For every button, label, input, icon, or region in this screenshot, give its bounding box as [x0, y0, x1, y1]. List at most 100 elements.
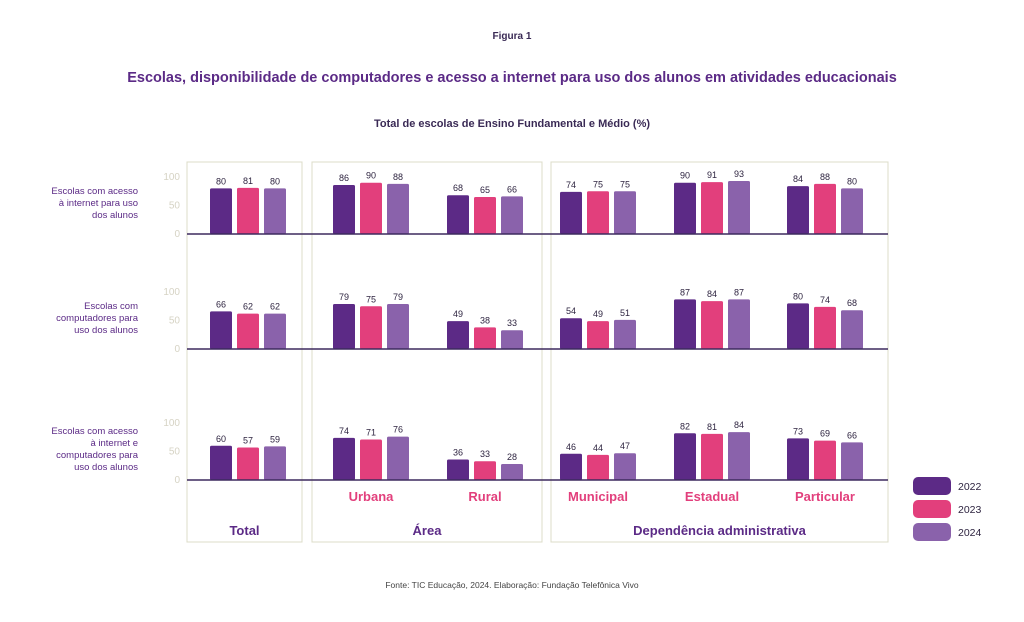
data-label: 54	[566, 306, 576, 316]
data-label: 91	[707, 170, 717, 180]
data-label: 59	[270, 434, 280, 444]
data-label: 90	[366, 171, 376, 181]
panel-frame	[311, 161, 543, 543]
bar	[587, 454, 609, 480]
bar	[474, 196, 496, 234]
data-label: 47	[620, 441, 630, 451]
data-label: 87	[680, 287, 690, 297]
data-label: 80	[847, 176, 857, 186]
figure-label: Figura 1	[492, 31, 532, 42]
row-label: computadores para	[56, 450, 139, 461]
bar	[560, 318, 582, 349]
bar	[264, 446, 286, 480]
chart-subtitle: Total de escolas de Ensino Fundamental e…	[373, 118, 651, 130]
bar	[501, 196, 523, 234]
legend-label: 2024	[958, 527, 982, 539]
data-label: 28	[507, 452, 517, 462]
bar	[674, 299, 696, 349]
legend-label: 2023	[958, 504, 982, 516]
data-label: 80	[793, 291, 803, 301]
y-tick-label: 100	[163, 172, 180, 183]
data-label: 88	[393, 172, 403, 182]
data-label: 80	[270, 176, 280, 186]
bar	[787, 186, 809, 234]
bar	[447, 195, 469, 234]
row-label: computadores para	[56, 313, 139, 324]
bar	[701, 433, 723, 480]
row-label: uso dos alunos	[74, 462, 138, 473]
data-label: 44	[593, 443, 603, 453]
y-tick-label: 0	[174, 344, 180, 355]
bar	[501, 464, 523, 480]
data-label: 65	[480, 185, 490, 195]
bar	[560, 191, 582, 234]
data-label: 90	[680, 171, 690, 181]
bar	[387, 183, 409, 234]
data-label: 74	[339, 426, 349, 436]
category-label: Urbana	[349, 489, 395, 504]
group-label: Total	[229, 523, 259, 538]
bar	[210, 311, 232, 349]
legend-label: 2022	[958, 481, 982, 493]
bar	[614, 191, 636, 234]
y-tick-label: 50	[169, 447, 181, 458]
bar	[814, 183, 836, 234]
data-label: 62	[270, 302, 280, 312]
bar	[237, 187, 259, 234]
data-label: 68	[453, 183, 463, 193]
bar	[237, 447, 259, 480]
data-label: 66	[216, 299, 226, 309]
data-label: 33	[480, 449, 490, 459]
data-label: 46	[566, 442, 576, 452]
row-label: dos alunos	[92, 210, 138, 221]
data-label: 36	[453, 447, 463, 457]
data-label: 84	[707, 289, 717, 299]
row-label: à internet e	[90, 438, 138, 449]
data-label: 73	[793, 426, 803, 436]
bar	[264, 188, 286, 234]
data-label: 93	[734, 169, 744, 179]
bar	[614, 453, 636, 480]
data-label: 76	[393, 425, 403, 435]
data-label: 75	[366, 294, 376, 304]
chart-title: Escolas, disponibilidade de computadores…	[127, 70, 897, 86]
bar	[587, 191, 609, 234]
category-label: Estadual	[685, 489, 739, 504]
data-label: 57	[243, 436, 253, 446]
source-note: Fonte: TIC Educação, 2024. Elaboração: F…	[385, 580, 639, 590]
data-label: 84	[793, 174, 803, 184]
bar	[474, 461, 496, 480]
bar	[674, 433, 696, 480]
bar	[387, 436, 409, 480]
y-tick-label: 50	[169, 316, 181, 327]
data-label: 81	[243, 176, 253, 186]
bar	[387, 303, 409, 349]
bar	[360, 182, 382, 234]
bar	[701, 182, 723, 234]
bar	[701, 301, 723, 349]
bar	[841, 310, 863, 349]
data-label: 49	[593, 309, 603, 319]
bar	[587, 321, 609, 349]
bar	[360, 439, 382, 480]
legend-swatch	[913, 477, 951, 495]
data-label: 74	[566, 180, 576, 190]
data-label: 82	[680, 421, 690, 431]
bar	[841, 188, 863, 234]
bar	[210, 445, 232, 480]
bar	[560, 453, 582, 480]
data-label: 81	[707, 422, 717, 432]
data-label: 60	[216, 434, 226, 444]
data-label: 88	[820, 172, 830, 182]
data-label: 38	[480, 315, 490, 325]
bar	[814, 440, 836, 480]
data-label: 79	[393, 292, 403, 302]
y-tick-label: 50	[169, 201, 181, 212]
bar	[447, 459, 469, 480]
bar	[474, 327, 496, 349]
group-label: Dependência administrativa	[633, 523, 806, 538]
row-label: à internet para uso	[59, 198, 138, 209]
category-label: Rural	[468, 489, 501, 504]
data-label: 74	[820, 295, 830, 305]
